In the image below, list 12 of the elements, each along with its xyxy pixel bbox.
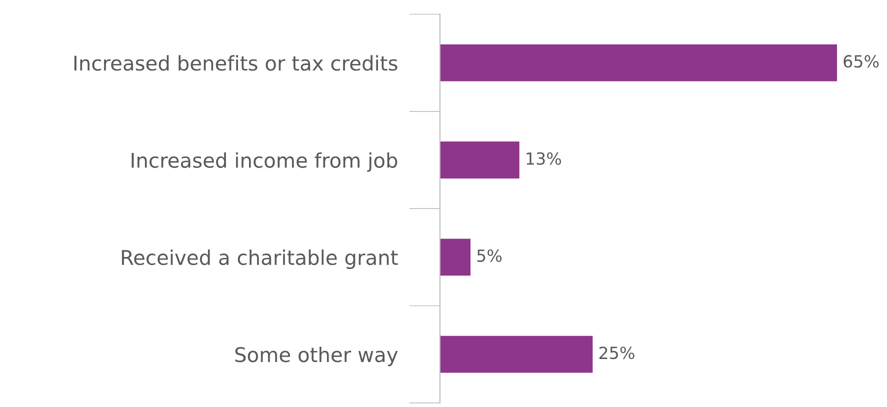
bar	[440, 142, 520, 178]
data-label: 5%	[477, 249, 502, 262]
data-label: 25%	[599, 346, 634, 360]
bar	[440, 44, 837, 82]
data-label: 65%	[844, 55, 879, 68]
bar	[440, 336, 593, 373]
y-tick-label: Increased income from job	[132, 152, 398, 172]
y-tick-label: Some other way	[235, 346, 398, 366]
y-tick-label: Received a charitable grant	[122, 250, 398, 270]
bar	[440, 238, 470, 276]
data-label: 13%	[526, 152, 562, 165]
y-tick-label: Increased benefits or tax credits	[74, 55, 398, 71]
